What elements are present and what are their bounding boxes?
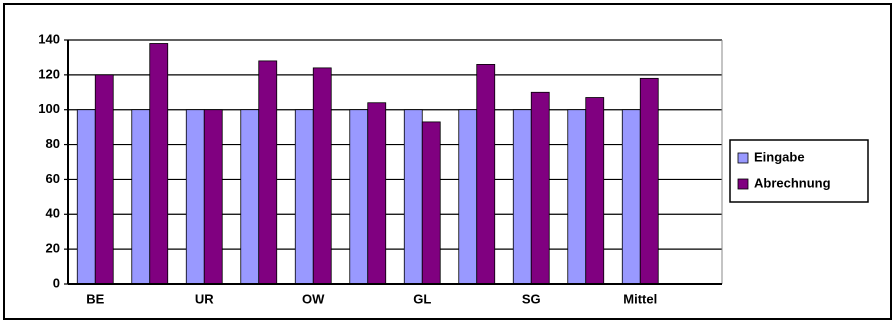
x-tick-label: BE	[86, 291, 104, 306]
legend-label: Abrechnung	[754, 175, 831, 190]
y-tick-label: 120	[38, 66, 60, 81]
y-tick-label: 60	[46, 171, 60, 186]
bar	[203, 109, 223, 285]
bar	[258, 60, 278, 285]
x-tick-label: Mittel	[623, 291, 657, 306]
legend-swatch	[737, 178, 749, 190]
bar	[458, 109, 478, 285]
y-tick-label: 20	[46, 241, 60, 256]
bar	[240, 109, 260, 285]
legend-swatch	[737, 152, 749, 164]
bar	[367, 102, 387, 285]
x-tick-label: SG	[522, 291, 541, 306]
bar	[585, 97, 605, 285]
bar	[185, 109, 205, 285]
bar	[476, 64, 496, 285]
bar	[94, 74, 114, 285]
bar	[621, 109, 641, 285]
y-tick-label: 0	[53, 275, 60, 290]
bar	[403, 109, 423, 285]
bar	[530, 91, 550, 285]
legend-label: Eingabe	[754, 149, 805, 164]
y-tick-label: 80	[46, 136, 60, 151]
y-tick-label: 100	[38, 101, 60, 116]
bar	[149, 43, 169, 285]
y-tick-label: 140	[38, 31, 60, 46]
bar	[294, 109, 314, 285]
legend-box	[729, 139, 869, 203]
y-tick-label: 40	[46, 206, 60, 221]
bar	[312, 67, 332, 285]
bar	[131, 109, 151, 285]
bar	[349, 109, 369, 285]
bar	[421, 121, 441, 285]
bar	[512, 109, 532, 285]
bar	[76, 109, 96, 285]
x-tick-label: UR	[195, 291, 214, 306]
bar	[639, 77, 659, 285]
bar	[567, 109, 587, 285]
x-tick-label: GL	[413, 291, 431, 306]
x-tick-label: OW	[302, 291, 325, 306]
